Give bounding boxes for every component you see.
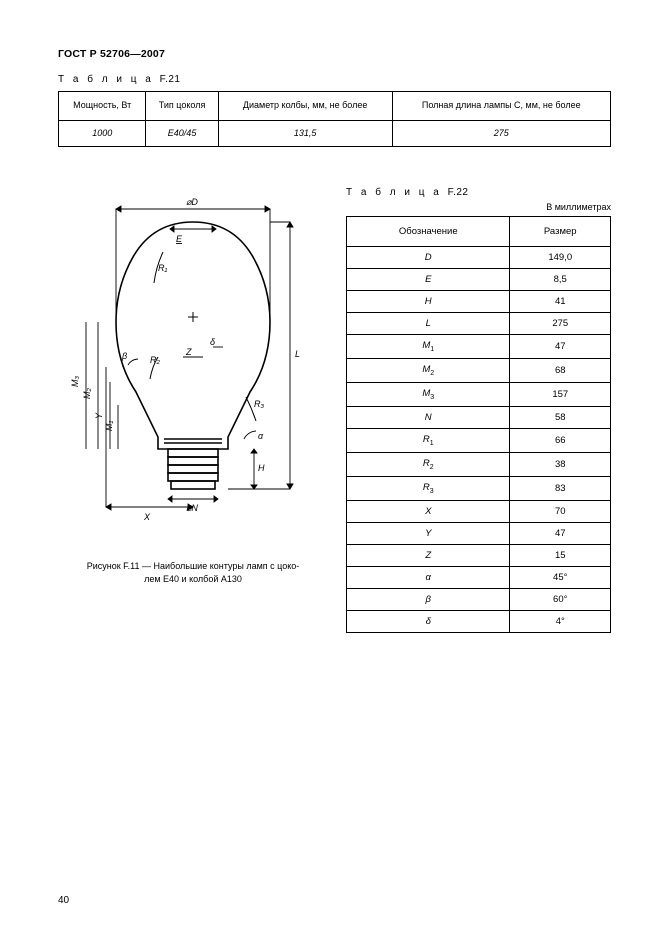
t22-word: Т а б л и ц а: [346, 187, 442, 198]
caption-line2: лем E40 и колбой А130: [144, 574, 242, 584]
t22-sym-16: δ: [347, 610, 510, 632]
t22-val-12: 47: [510, 522, 611, 544]
t22-val-13: 15: [510, 544, 611, 566]
t22-val-8: 66: [510, 429, 611, 453]
page-number: 40: [58, 895, 69, 906]
document-header: ГОСТ Р 52706—2007: [58, 48, 611, 60]
t22-sym-1: E: [347, 269, 510, 291]
lamp-diagram: ⌀D E R₁ R₂ R₃ L δ Z α β H ⌀N X M₃ M₂ Y M: [58, 187, 328, 547]
t22-val-1: 8,5: [510, 269, 611, 291]
t22-sym-2: H: [347, 291, 510, 313]
t21-col-1: Тип цоколя: [146, 92, 218, 121]
lbl-z: Z: [185, 347, 192, 357]
t22-val-7: 58: [510, 407, 611, 429]
figure-column: ⌀D E R₁ R₂ R₃ L δ Z α β H ⌀N X M₃ M₂ Y M: [58, 187, 328, 584]
t22-val-15: 60°: [510, 588, 611, 610]
table-f22-column: Т а б л и ц а F.22 В миллиметрах Обознач…: [346, 187, 611, 632]
t22-sym-4: M1: [347, 335, 510, 359]
lbl-x: X: [143, 512, 151, 522]
lbl-diam-d: ⌀D: [186, 197, 198, 207]
t22-sym-7: N: [347, 407, 510, 429]
t22-val-6: 157: [510, 383, 611, 407]
lbl-diam-n: ⌀N: [186, 503, 198, 513]
table-f22: Обозначение Размер D149,0E8,5H41L275M147…: [346, 216, 611, 632]
t22-val-9: 38: [510, 452, 611, 476]
t22-sym-10: R3: [347, 476, 510, 500]
table-word: Т а б л и ц а: [58, 74, 154, 85]
lbl-h: H: [258, 463, 265, 473]
t21-cell-1: E40/45: [146, 120, 218, 147]
t21-cell-3: 275: [392, 120, 610, 147]
lbl-r2: R₂: [150, 355, 160, 365]
lbl-r3: R₃: [254, 399, 264, 409]
lbl-y: Y: [94, 412, 104, 419]
t22-sym-6: M3: [347, 383, 510, 407]
lbl-m1: M₁: [104, 421, 114, 431]
t22-suffix: F.22: [448, 187, 469, 198]
t22-val-0: 149,0: [510, 247, 611, 269]
t22-val-16: 4°: [510, 610, 611, 632]
t21-cell-0: 1000: [59, 120, 146, 147]
t22-val-4: 47: [510, 335, 611, 359]
table-f22-label: Т а б л и ц а F.22: [346, 187, 611, 198]
t22-sym-14: α: [347, 566, 510, 588]
t21-cell-2: 131,5: [218, 120, 392, 147]
t22-head-1: Размер: [510, 217, 611, 247]
lbl-m2: M₂: [82, 388, 92, 399]
t21-col-3: Полная длина лампы С, мм, не более: [392, 92, 610, 121]
t22-sym-12: Y: [347, 522, 510, 544]
t22-val-10: 83: [510, 476, 611, 500]
t22-sym-9: R2: [347, 452, 510, 476]
t22-val-5: 68: [510, 359, 611, 383]
table-f21: Мощность, Вт Тип цоколя Диаметр колбы, м…: [58, 91, 611, 147]
lbl-r1: R₁: [158, 263, 167, 273]
lbl-beta: β: [121, 351, 127, 361]
t22-val-14: 45°: [510, 566, 611, 588]
lbl-m3: M₃: [70, 376, 80, 387]
t22-sym-3: L: [347, 313, 510, 335]
lbl-alpha: α: [258, 431, 264, 441]
t21-col-0: Мощность, Вт: [59, 92, 146, 121]
lbl-l: L: [295, 349, 300, 359]
lbl-e: E: [176, 234, 183, 244]
lbl-delta: δ: [210, 337, 216, 347]
table-f21-label: Т а б л и ц а F.21: [58, 74, 611, 85]
table-suffix: F.21: [160, 74, 181, 85]
figure-caption: Рисунок F.11 — Наибольшие контуры ламп с…: [58, 560, 328, 584]
t22-sym-5: M2: [347, 359, 510, 383]
t22-val-2: 41: [510, 291, 611, 313]
table-f22-units: В миллиметрах: [346, 202, 611, 212]
t22-val-3: 275: [510, 313, 611, 335]
t22-head-0: Обозначение: [347, 217, 510, 247]
t22-sym-0: D: [347, 247, 510, 269]
t22-sym-8: R1: [347, 429, 510, 453]
t22-sym-13: Z: [347, 544, 510, 566]
t22-sym-15: β: [347, 588, 510, 610]
t21-col-2: Диаметр колбы, мм, не более: [218, 92, 392, 121]
t22-sym-11: X: [347, 500, 510, 522]
t22-val-11: 70: [510, 500, 611, 522]
caption-line1: Рисунок F.11 — Наибольшие контуры ламп с…: [87, 561, 300, 571]
